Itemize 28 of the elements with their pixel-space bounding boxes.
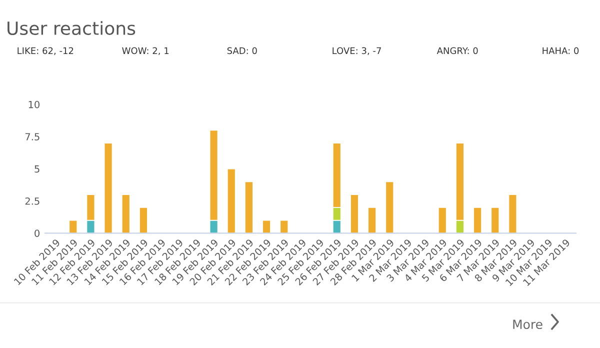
- bar: [490, 206, 500, 234]
- bar: [244, 181, 254, 234]
- bar: [438, 206, 447, 234]
- bar: [508, 194, 518, 234]
- bar: [385, 181, 394, 234]
- y-tick-label: 5: [34, 165, 40, 173]
- y-tick-label: 0: [34, 230, 40, 237]
- bar: [473, 206, 482, 234]
- chart-title: User reactions: [8, 21, 136, 36]
- bar: [139, 206, 148, 234]
- text: WOW: 2, 1: [122, 47, 169, 55]
- text: SAD: 0: [227, 47, 257, 54]
- bar: [122, 194, 130, 234]
- bar: [280, 220, 288, 234]
- text: ANGRY: 0: [436, 47, 478, 54]
- y-tick-label: 10: [28, 100, 40, 108]
- text: LOVE: 3, -7: [332, 47, 381, 55]
- y-tick-label: 2.5: [25, 197, 40, 205]
- text: More: [513, 320, 542, 330]
- bar: [104, 142, 113, 234]
- text: HAHA: 0: [542, 47, 579, 54]
- y-tick-label: 7.5: [25, 133, 40, 140]
- bar: [350, 194, 359, 234]
- text: LIKE: 62, -12: [18, 47, 74, 55]
- bar: [368, 206, 376, 234]
- bar: [227, 168, 236, 234]
- bar: [68, 220, 78, 234]
- bar: [262, 220, 271, 234]
